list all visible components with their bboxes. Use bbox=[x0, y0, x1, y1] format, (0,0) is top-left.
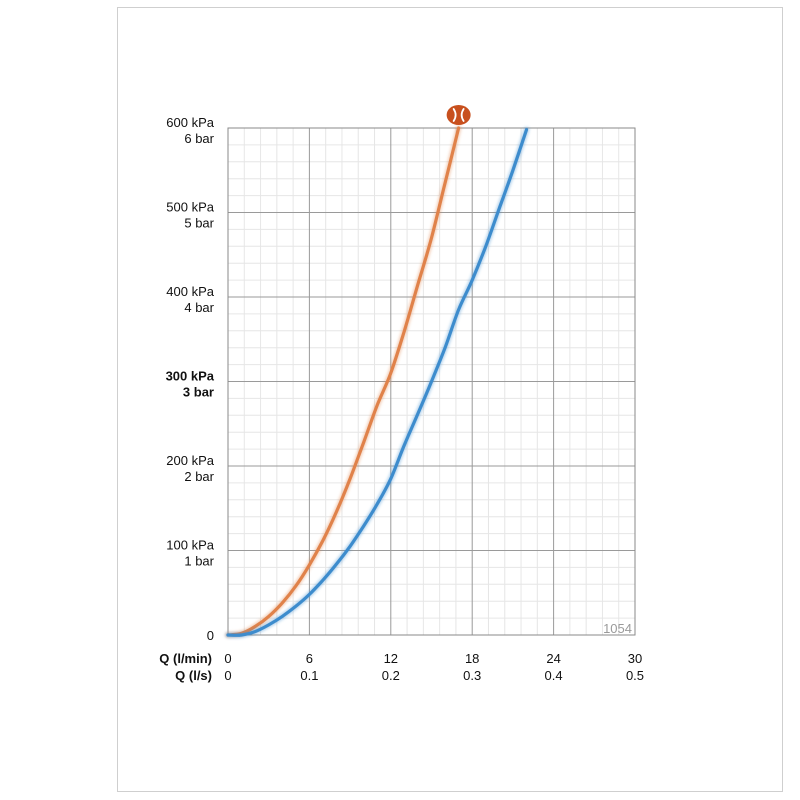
x-tick-label: 0.1 bbox=[300, 668, 318, 683]
y-tick-label-bar: 2 bar bbox=[184, 469, 214, 484]
y-tick-label-bar: 6 bar bbox=[184, 131, 214, 146]
x-tick-label: 0 bbox=[224, 651, 231, 666]
series-line-2 bbox=[226, 128, 529, 637]
chart-frame bbox=[117, 7, 783, 792]
x-tick-label: 24 bbox=[546, 651, 560, 666]
y-tick-label-bar: 4 bar bbox=[184, 300, 214, 315]
x-tick-label: 0.4 bbox=[545, 668, 563, 683]
y-tick-label-kpa: 600 kPa bbox=[166, 115, 214, 130]
x-tick-label: 0 bbox=[224, 668, 231, 683]
chart-series bbox=[225, 105, 530, 639]
x-tick-label: 6 bbox=[306, 651, 313, 666]
x-tick-label: 0.3 bbox=[463, 668, 481, 683]
flow-restrictor-icon bbox=[446, 105, 471, 125]
y-tick-label-kpa: 0 bbox=[207, 628, 214, 643]
series-line-glow-2 bbox=[225, 126, 530, 639]
chart-code-label: 1054 bbox=[603, 621, 632, 636]
y-tick-label-kpa: 300 kPa bbox=[166, 369, 215, 384]
y-tick-label-kpa: 400 kPa bbox=[166, 284, 214, 299]
series-line-1 bbox=[226, 126, 461, 637]
x-tick-label: 0.5 bbox=[626, 668, 644, 683]
y-tick-label-bar: 1 bar bbox=[184, 554, 214, 569]
y-tick-label-bar: 5 bar bbox=[184, 216, 214, 231]
chart-grid bbox=[227, 127, 636, 636]
x-tick-label: 0.2 bbox=[382, 668, 400, 683]
y-tick-label-bar: 3 bar bbox=[183, 385, 214, 400]
y-tick-label-kpa: 500 kPa bbox=[166, 200, 214, 215]
x-tick-label: 18 bbox=[465, 651, 479, 666]
flow-restrictor-icon-left-arc bbox=[452, 108, 457, 122]
x-axis-label-row-2: Q (l/s) bbox=[175, 668, 212, 683]
x-axis-label-row-1: Q (l/min) bbox=[159, 651, 212, 666]
y-tick-label-kpa: 200 kPa bbox=[166, 453, 214, 468]
x-tick-label: 12 bbox=[384, 651, 398, 666]
plot-area-border bbox=[227, 127, 636, 636]
x-tick-label: 30 bbox=[628, 651, 642, 666]
flow-restrictor-icon-right-arc bbox=[460, 108, 465, 122]
y-tick-label-kpa: 100 kPa bbox=[166, 538, 214, 553]
flow-restrictor-icon-badge bbox=[446, 105, 471, 125]
